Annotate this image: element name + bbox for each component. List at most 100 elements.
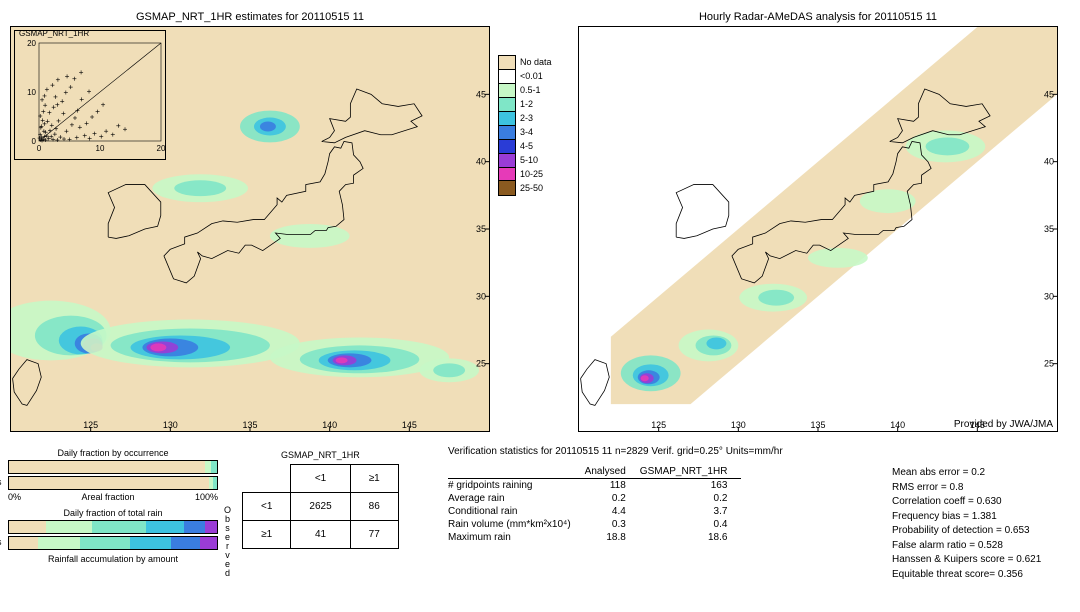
scatter-title: GSMAP_NRT_1HR xyxy=(19,29,89,38)
cont-row-0: <1 xyxy=(243,493,291,521)
fraction-bar-segment xyxy=(130,537,172,549)
fraction-bar-segment xyxy=(9,461,205,473)
score-line: Correlation coeff = 0.630 xyxy=(892,495,1041,510)
fraction-bar-segment xyxy=(205,521,217,533)
cont-col-1: ≥1 xyxy=(350,465,398,493)
legend-swatch xyxy=(498,125,516,140)
svg-text:25: 25 xyxy=(476,359,486,369)
legend-row: 10-25 xyxy=(498,167,552,181)
observed-label: Observed xyxy=(224,506,231,578)
svg-text:20: 20 xyxy=(157,144,165,153)
legend-label: No data xyxy=(520,57,552,67)
legend-row: No data xyxy=(498,55,552,69)
fraction-bars: Daily fraction by occurrence Est Obs 0% A… xyxy=(8,448,218,564)
fraction-bar-segment xyxy=(46,521,92,533)
svg-text:25: 25 xyxy=(1044,359,1054,369)
fraction-bar-segment xyxy=(9,537,38,549)
svg-text:35: 35 xyxy=(1044,224,1054,234)
scores-list: Mean abs error = 0.2RMS error = 0.8Corre… xyxy=(892,466,1041,582)
verif-cell: 18.8 xyxy=(585,531,640,544)
fraction-bar-label: Obs xyxy=(0,477,2,487)
fraction-bar-segment xyxy=(200,537,217,549)
fraction-bar-segment xyxy=(38,537,80,549)
color-legend: No data <0.01 0.5-1 1-2 2-3 3-4 4-5 5-10 10-25 25… xyxy=(498,55,552,195)
gsmap-title: GSMAP_NRT_1HR estimates for 20110515 11 xyxy=(11,11,489,23)
legend-row: 5-10 xyxy=(498,153,552,167)
svg-text:30: 30 xyxy=(1044,291,1054,301)
cont-cell-01: 86 xyxy=(350,493,398,521)
axis-100pct: 100% xyxy=(195,492,218,502)
score-line: Equitable threat score= 0.356 xyxy=(892,568,1041,583)
contingency-block: GSMAP_NRT_1HR Observed <1 ≥1 <1 2625 86 … xyxy=(242,450,399,549)
legend-row: 4-5 xyxy=(498,139,552,153)
legend-row: 2-3 xyxy=(498,111,552,125)
contingency-title: GSMAP_NRT_1HR xyxy=(242,450,399,460)
fraction-bar: Obs xyxy=(8,476,218,490)
areal-fraction-label: Areal fraction xyxy=(81,492,134,502)
fraction-bar-segment xyxy=(213,477,217,489)
svg-text:0: 0 xyxy=(37,144,42,153)
legend-label: 3-4 xyxy=(520,127,533,137)
legend-label: 2-3 xyxy=(520,113,533,123)
fraction-bar-segment xyxy=(80,537,130,549)
verif-col-header xyxy=(448,465,585,479)
legend-label: 1-2 xyxy=(520,99,533,109)
score-line: Probability of detection = 0.653 xyxy=(892,524,1041,539)
score-line: False alarm ratio = 0.528 xyxy=(892,539,1041,554)
cont-cell-00: 2625 xyxy=(291,493,350,521)
legend-row: 3-4 xyxy=(498,125,552,139)
svg-text:45: 45 xyxy=(476,89,486,99)
provided-by: Provided by JWA/JMA xyxy=(954,419,1053,430)
scatter-inset: GSMAP_NRT_1HR 0102001020ANAL xyxy=(14,30,166,160)
legend-label: 25-50 xyxy=(520,183,543,193)
cont-row-1: ≥1 xyxy=(243,521,291,549)
fraction-bar: Est xyxy=(8,520,218,534)
verif-cell: 18.6 xyxy=(640,531,742,544)
score-line: Frequency bias = 1.381 xyxy=(892,510,1041,525)
legend-swatch xyxy=(498,153,516,168)
svg-text:0: 0 xyxy=(32,137,37,146)
cont-cell-11: 77 xyxy=(350,521,398,549)
legend-row: <0.01 xyxy=(498,69,552,83)
verif-cell: 4.4 xyxy=(585,505,640,518)
fraction-bar: Est xyxy=(8,460,218,474)
verif-cell: 3.7 xyxy=(640,505,742,518)
totalrain-title: Daily fraction of total rain xyxy=(8,508,218,518)
svg-text:20: 20 xyxy=(27,39,36,48)
legend-label: 4-5 xyxy=(520,141,533,151)
svg-text:40: 40 xyxy=(1044,157,1054,167)
verification-title: Verification statistics for 20110515 11 … xyxy=(448,446,783,457)
fraction-bar-segment xyxy=(9,521,46,533)
verif-row-label: # gridpoints raining xyxy=(448,479,585,493)
verif-cell: 0.3 xyxy=(585,518,640,531)
legend-swatch xyxy=(498,180,516,196)
fraction-bar: Obs xyxy=(8,536,218,550)
score-line: RMS error = 0.8 xyxy=(892,481,1041,496)
verif-row-label: Maximum rain xyxy=(448,531,585,544)
occurrence-title: Daily fraction by occurrence xyxy=(8,448,218,458)
radar-map-panel: Hourly Radar-AMeDAS analysis for 2011051… xyxy=(578,26,1058,432)
svg-text:10: 10 xyxy=(27,88,36,97)
verification-table: AnalysedGSMAP_NRT_1HR# gridpoints rainin… xyxy=(448,465,741,544)
cont-col-0: <1 xyxy=(291,465,350,493)
legend-swatch xyxy=(498,55,516,70)
legend-label: 10-25 xyxy=(520,169,543,179)
axis-0pct: 0% xyxy=(8,492,21,502)
legend-label: <0.01 xyxy=(520,71,543,81)
svg-text:35: 35 xyxy=(476,224,486,234)
accum-label: Rainfall accumulation by amount xyxy=(8,554,218,564)
svg-text:40: 40 xyxy=(476,157,486,167)
contingency-table: <1 ≥1 <1 2625 86 ≥1 41 77 xyxy=(242,464,399,549)
fraction-bar-segment xyxy=(146,521,183,533)
fraction-bar-segment xyxy=(9,477,209,489)
fraction-bar-segment xyxy=(171,537,200,549)
verif-cell: 0.4 xyxy=(640,518,742,531)
legend-swatch xyxy=(498,83,516,98)
svg-text:30: 30 xyxy=(476,291,486,301)
fraction-bar-label: Obs xyxy=(0,537,2,547)
radar-canvas: 1251301351401452530354045 xyxy=(579,27,1057,431)
verif-col-header: Analysed xyxy=(585,465,640,479)
legend-row: 0.5-1 xyxy=(498,83,552,97)
cont-cell-10: 41 xyxy=(291,521,350,549)
gsmap-map-panel: GSMAP_NRT_1HR estimates for 20110515 11 … xyxy=(10,26,490,432)
